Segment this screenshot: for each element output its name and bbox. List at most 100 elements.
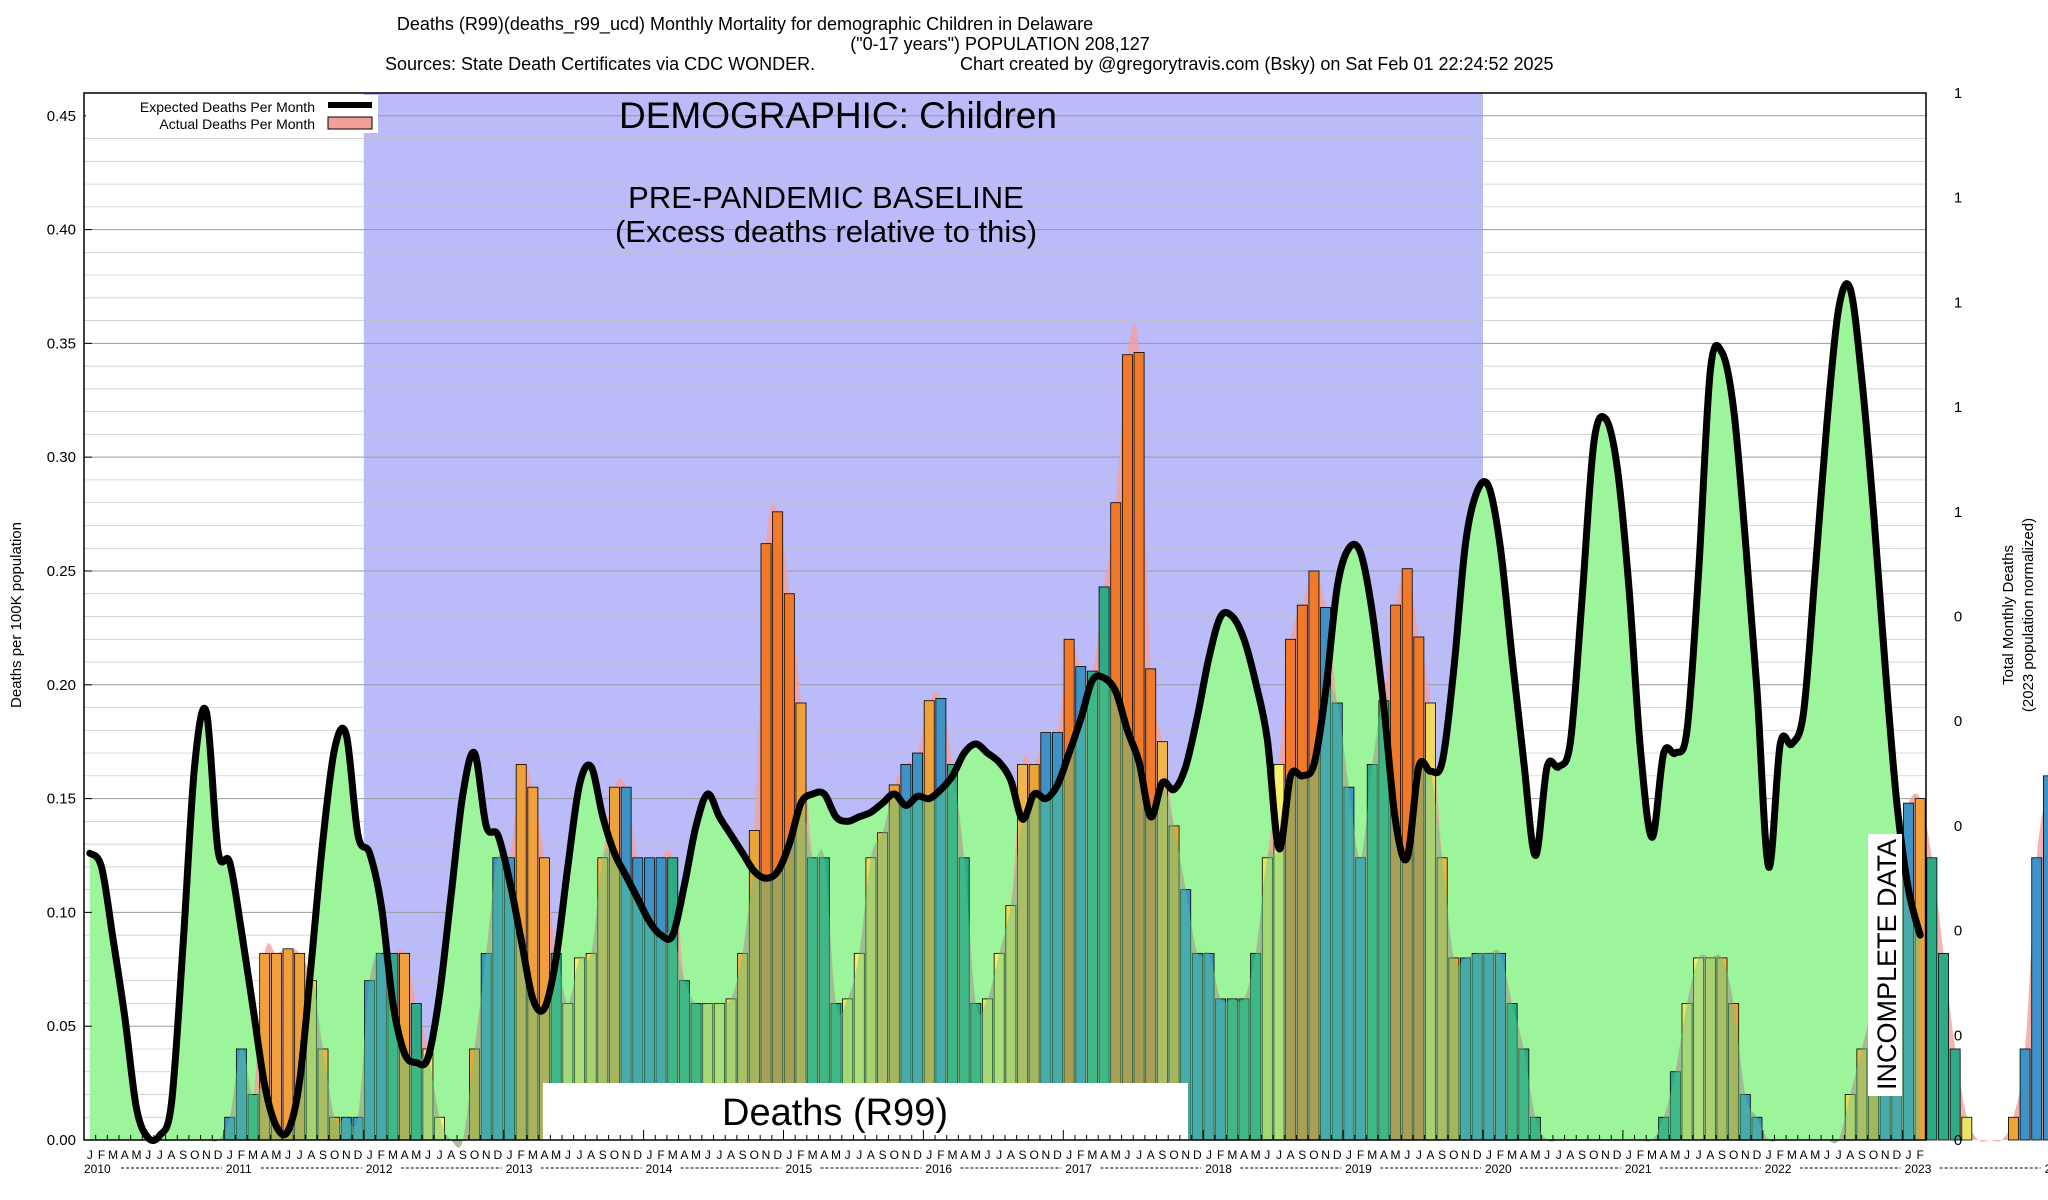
x-month-label: J	[1346, 1148, 1352, 1162]
x-month-label: N	[1601, 1148, 1610, 1162]
x-month-label: F	[518, 1148, 525, 1162]
x-month-label: J	[1544, 1148, 1550, 1162]
x-month-label: J	[926, 1148, 932, 1162]
x-month-label: J	[845, 1148, 851, 1162]
x-year-label: 2011	[226, 1162, 252, 1176]
y-tick-label: 0.05	[47, 1018, 76, 1035]
x-month-label: S	[1298, 1148, 1306, 1162]
x-month-label: M	[528, 1148, 538, 1162]
x-year-label: 2022	[1765, 1162, 1792, 1176]
x-month-label: O	[190, 1148, 199, 1162]
x-month-label: A	[867, 1148, 875, 1162]
y-right-tick-label: 0	[1954, 1027, 1962, 1044]
x-month-label: A	[540, 1148, 548, 1162]
y-tick-label: 0.40	[47, 222, 76, 239]
y-tick-label: 0.10	[47, 904, 76, 921]
expected-line	[86, 280, 1924, 1145]
y-axis-label: Deaths per 100K population	[8, 522, 25, 708]
x-month-label: J	[285, 1148, 291, 1162]
x-month-label: M	[1111, 1148, 1121, 1162]
y-axis-right-label-2: (2023 population normalized)	[2020, 518, 2037, 712]
x-month-label: J	[437, 1148, 443, 1162]
bar	[1961, 1116, 1973, 1141]
x-year-label-bg	[1481, 1161, 1520, 1175]
incomplete-label-box	[1868, 834, 1902, 1096]
x-month-label: J	[1486, 1148, 1492, 1162]
x-month-label: A	[1846, 1148, 1854, 1162]
x-month-label: D	[1753, 1148, 1762, 1162]
x-month-label: M	[1507, 1148, 1517, 1162]
legend-swatch-actual	[327, 116, 373, 130]
x-year-label: 2017	[1065, 1162, 1092, 1176]
x-month-label: A	[167, 1148, 175, 1162]
x-month-label: D	[633, 1148, 642, 1162]
x-month-label: F	[1916, 1148, 1923, 1162]
x-month-label: O	[610, 1148, 619, 1162]
x-month-label: A	[447, 1148, 455, 1162]
x-month-label: S	[1018, 1148, 1026, 1162]
baseline-label-2: (Excess deaths relative to this)	[615, 214, 1037, 249]
y-tick-label: 0.35	[47, 335, 76, 352]
x-month-label: M	[1810, 1148, 1820, 1162]
x-month-label: A	[1427, 1148, 1435, 1162]
x-month-label: F	[797, 1148, 804, 1162]
x-month-label: S	[1158, 1148, 1166, 1162]
x-month-label: M	[1251, 1148, 1261, 1162]
x-month-label: D	[214, 1148, 223, 1162]
x-month-label: M	[831, 1148, 841, 1162]
x-month-label: M	[1391, 1148, 1401, 1162]
x-month-label: O	[1449, 1148, 1458, 1162]
y-right-tick-label: 0	[1954, 923, 1962, 940]
x-month-label: N	[1741, 1148, 1750, 1162]
x-month-label: M	[1227, 1148, 1237, 1162]
x-month-label: J	[1124, 1148, 1130, 1162]
x-year-label: 2018	[1205, 1162, 1232, 1176]
y-right-tick-label: 1	[1954, 294, 1962, 311]
x-year-label-bg	[922, 1161, 961, 1175]
x-month-label: F	[98, 1148, 105, 1162]
x-month-label: F	[1217, 1148, 1224, 1162]
x-year-label-bg	[1062, 1161, 1101, 1175]
x-month-label: A	[1706, 1148, 1714, 1162]
x-year-label: 2021	[1625, 1162, 1652, 1176]
x-year-label: 2016	[925, 1162, 952, 1176]
x-month-label: J	[87, 1148, 93, 1162]
x-month-label: S	[1578, 1148, 1586, 1162]
x-month-label: J	[1556, 1148, 1562, 1162]
x-year-label: 2020	[1485, 1162, 1512, 1176]
x-year-label-bg	[222, 1161, 261, 1175]
x-month-label: J	[996, 1148, 1002, 1162]
x-year-label-bg	[1342, 1161, 1381, 1175]
x-month-label: S	[319, 1148, 327, 1162]
x-month-label: J	[856, 1148, 862, 1162]
bar	[2019, 1048, 2031, 1141]
x-month-label: J	[367, 1148, 373, 1162]
x-month-label: J	[565, 1148, 571, 1162]
x-month-label: F	[238, 1148, 245, 1162]
x-year-label-bg	[642, 1161, 681, 1175]
incomplete-label-group: INCOMPLETE DATA	[1868, 834, 1902, 1096]
x-month-label: D	[1613, 1148, 1622, 1162]
x-month-label: N	[622, 1148, 631, 1162]
x-month-label: S	[1438, 1148, 1446, 1162]
x-month-label: A	[1007, 1148, 1015, 1162]
x-year-label: 2015	[785, 1162, 812, 1176]
x-month-label: A	[1100, 1148, 1108, 1162]
x-month-label: M	[668, 1148, 678, 1162]
x-month-label: O	[1309, 1148, 1318, 1162]
x-year-label: 2019	[1345, 1162, 1372, 1176]
x-month-label: N	[1321, 1148, 1330, 1162]
x-month-label: M	[131, 1148, 141, 1162]
x-month-label: J	[145, 1148, 151, 1162]
x-month-label: A	[1147, 1148, 1155, 1162]
x-month-label: J	[1766, 1148, 1772, 1162]
x-month-label: F	[1777, 1148, 1784, 1162]
x-month-label: A	[1566, 1148, 1574, 1162]
x-year-label-bg	[1761, 1161, 1800, 1175]
x-month-label: J	[425, 1148, 431, 1162]
cause-label: Deaths (R99)	[722, 1092, 948, 1134]
x-month-label: M	[808, 1148, 818, 1162]
x-month-label: J	[646, 1148, 652, 1162]
chart-title-line-1: Deaths (R99)(deaths_r99_ucd) Monthly Mor…	[397, 14, 1093, 35]
x-month-label: F	[657, 1148, 664, 1162]
